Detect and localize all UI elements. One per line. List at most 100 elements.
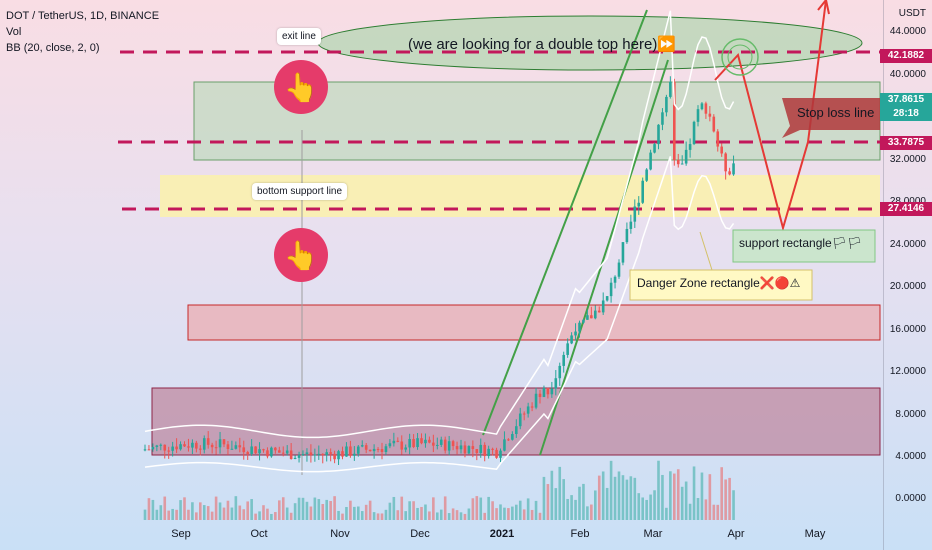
volume-bar: [653, 490, 656, 520]
volume-bar: [329, 501, 332, 520]
candle-body: [475, 449, 479, 453]
danger-zone-callout[interactable]: Danger Zone rectangle❌🔴⚠: [637, 276, 801, 290]
candle-body: [621, 242, 625, 263]
candle-body: [357, 446, 360, 454]
volume-bar: [191, 502, 194, 520]
volume-bar: [503, 507, 506, 520]
candle-body: [404, 447, 407, 450]
volume-bar: [171, 508, 174, 520]
candle-body: [518, 413, 522, 427]
candle-body: [424, 439, 427, 444]
volume-bar: [594, 490, 597, 520]
candle-body: [605, 296, 609, 301]
candle-body: [669, 81, 672, 97]
volume-bar: [281, 497, 285, 520]
candle-body: [436, 444, 439, 446]
candle-body: [254, 446, 257, 454]
projection-arrowhead: [817, 0, 830, 15]
candle-body: [629, 221, 633, 229]
price-axis[interactable]: USDT 44.0000 40.0000 32.0000 28.0000 24.…: [883, 0, 932, 550]
volume-bar: [447, 513, 451, 520]
volume-bar: [439, 509, 443, 520]
candle-body: [732, 163, 735, 175]
support-rectangle-callout[interactable]: support rectangle🏳🏳: [739, 236, 863, 250]
candle-body: [590, 315, 593, 319]
candle-body: [364, 445, 368, 450]
volume-bar: [412, 501, 415, 520]
volume-bar: [676, 469, 680, 520]
volume-bar: [175, 509, 178, 520]
candle-body: [325, 452, 328, 456]
volume-bar: [143, 509, 147, 520]
candle-body: [637, 202, 641, 207]
volume-bar: [404, 511, 407, 520]
volume-bar: [720, 467, 723, 520]
volume-bar: [309, 506, 313, 520]
candle-body: [688, 144, 692, 150]
price-tick: 40.0000: [889, 69, 926, 80]
candle-body: [696, 109, 700, 122]
candle-body: [507, 439, 510, 441]
candle-body: [641, 180, 644, 203]
candle-body: [392, 440, 396, 444]
candle-body: [349, 446, 352, 456]
time-tick: Feb: [570, 528, 590, 540]
bottom-support-note[interactable]: bottom support line: [252, 183, 348, 200]
candle-body: [700, 103, 704, 110]
hand-pointing-icon[interactable]: 👆: [274, 60, 328, 114]
candle-body: [179, 444, 182, 450]
volume-bar: [242, 509, 246, 520]
volume-bar: [179, 500, 182, 520]
volume-bar: [645, 499, 648, 520]
candle-body: [199, 448, 202, 450]
volume-bar: [688, 503, 692, 520]
volume-bar: [475, 496, 479, 520]
volume-bar: [285, 507, 289, 520]
volume-bar: [443, 496, 447, 520]
candle-body: [147, 449, 151, 451]
candle-body: [289, 450, 293, 459]
candle-body: [353, 453, 356, 456]
candle-body: [214, 447, 218, 449]
hand-pointing-icon[interactable]: 👆: [274, 228, 328, 282]
volume-bar: [546, 484, 550, 520]
price-countdown: 28:18: [880, 107, 932, 121]
candle-body: [195, 442, 198, 449]
candle-body: [724, 153, 727, 172]
candle-body: [538, 393, 542, 398]
volume-bar: [515, 504, 518, 520]
volume-bar: [601, 471, 605, 520]
volume-bar: [724, 479, 727, 520]
price-tick: 24.0000: [889, 239, 926, 250]
volume-bar: [550, 470, 554, 520]
price-tick: 16.0000: [889, 324, 926, 335]
volume-bar: [155, 509, 159, 520]
bollinger-upper: [144, 10, 735, 439]
volume-bar: [704, 499, 708, 520]
volume-bar: [364, 504, 368, 520]
exit-line-note[interactable]: exit line: [277, 28, 321, 45]
bollinger-indicator-label[interactable]: BB (20, close, 2, 0): [6, 42, 100, 54]
symbol-title[interactable]: DOT / TetherUS, 1D, BINANCE: [6, 10, 160, 22]
volume-bar: [562, 479, 565, 520]
volume-bar: [463, 513, 467, 520]
candle-body: [321, 453, 325, 456]
double-top-callout[interactable]: (we are looking for a double top here)⏩: [408, 36, 676, 53]
candle-body: [459, 445, 463, 450]
volume-bar: [187, 509, 190, 520]
candle-body: [515, 426, 518, 435]
volume-bar: [669, 471, 672, 520]
volume-bar: [400, 496, 404, 520]
volume-indicator-label[interactable]: Vol: [6, 26, 22, 38]
candle-body: [503, 439, 506, 451]
candle-body: [601, 300, 605, 313]
candle-body: [376, 448, 380, 450]
stop-loss-callout[interactable]: Stop loss line: [797, 105, 875, 120]
volume-bar: [696, 498, 700, 520]
volume-bar: [262, 505, 265, 520]
candle-body: [530, 406, 534, 408]
volume-bar: [684, 481, 688, 520]
candle-body: [372, 448, 376, 452]
